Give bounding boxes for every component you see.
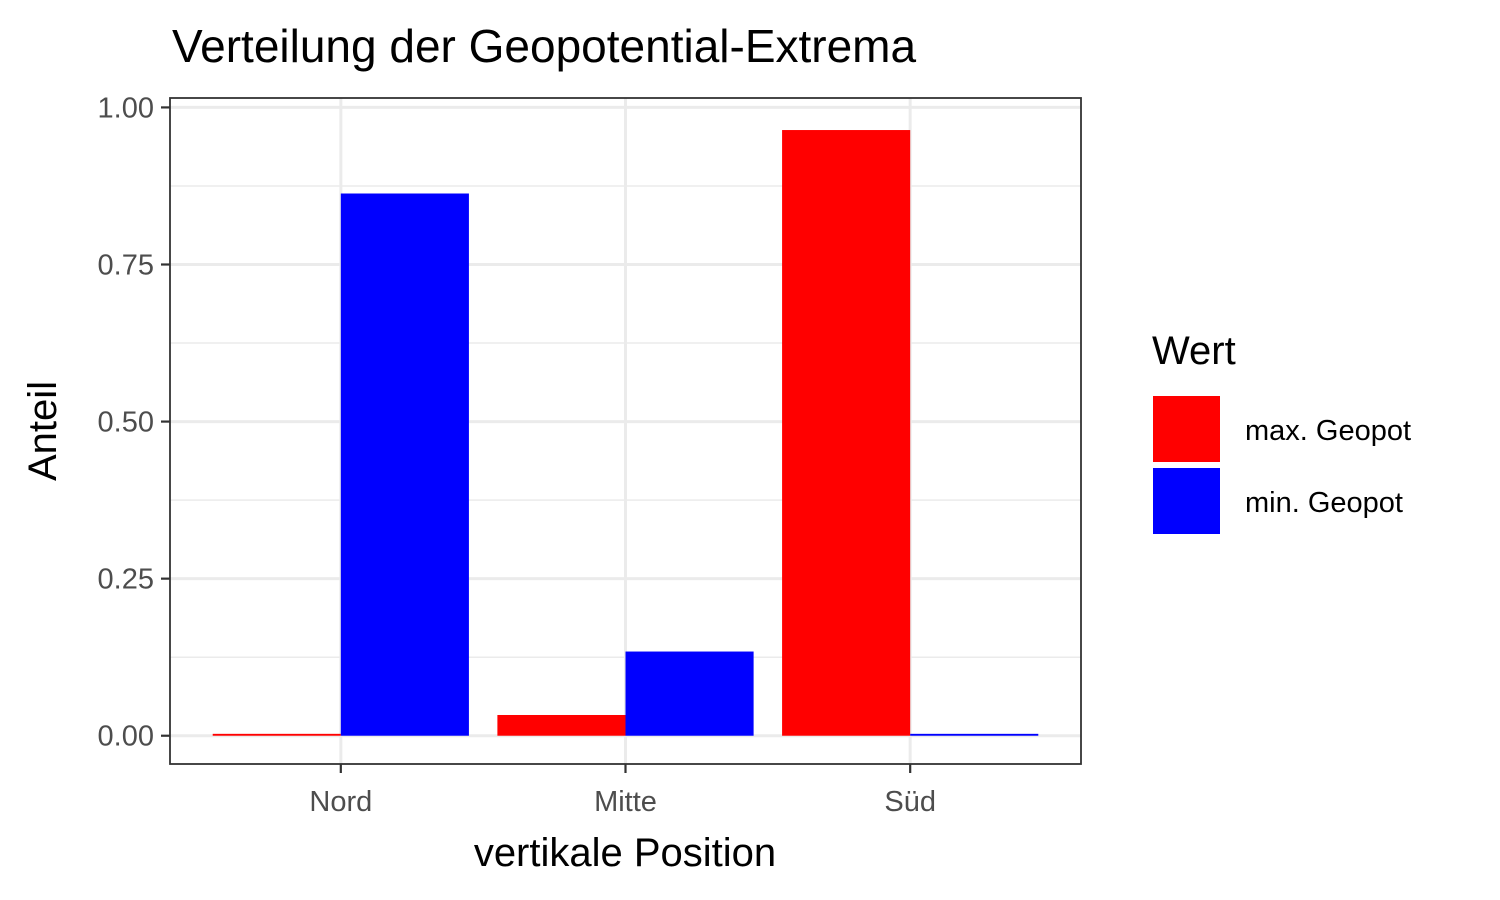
x-tick-label: Mitte: [594, 786, 657, 818]
legend-label: max. Geopot: [1245, 415, 1411, 447]
y-axis: 0.00 0.25 0.50 0.75 1.00: [98, 92, 170, 753]
legend: Wert max. Geopot min. Geopot: [1152, 329, 1411, 534]
legend-items: max. Geopot min. Geopot: [1153, 396, 1411, 534]
x-tick-label: Süd: [884, 786, 936, 818]
x-axis-title: vertikale Position: [474, 831, 776, 875]
y-tick-label: 1.00: [98, 92, 154, 124]
legend-swatch: [1153, 396, 1220, 462]
y-tick-label: 0.25: [98, 564, 154, 596]
plot-panel: [169, 97, 1082, 765]
y-tick-label: 0.00: [98, 721, 154, 753]
bars: [212, 130, 1039, 736]
bar-nord-series-2: [340, 193, 469, 736]
legend-swatch: [1153, 468, 1220, 534]
x-tick-label: Nord: [309, 786, 372, 818]
bar-mitte-series-1: [497, 714, 626, 736]
bar-mitte-series-2: [625, 651, 754, 736]
y-axis-title: Anteil: [21, 381, 65, 481]
y-tick-label: 0.75: [98, 250, 154, 282]
legend-title: Wert: [1152, 329, 1236, 373]
legend-label: min. Geopot: [1245, 487, 1403, 519]
bar-nord-series-1: [212, 733, 341, 736]
x-axis: Nord Mitte Süd: [309, 764, 936, 818]
y-tick-label: 0.50: [98, 407, 154, 439]
bar-s-d-series-2: [910, 733, 1039, 736]
chart-title: Verteilung der Geopotential-Extrema: [172, 20, 917, 72]
bar-s-d-series-1: [782, 130, 911, 736]
